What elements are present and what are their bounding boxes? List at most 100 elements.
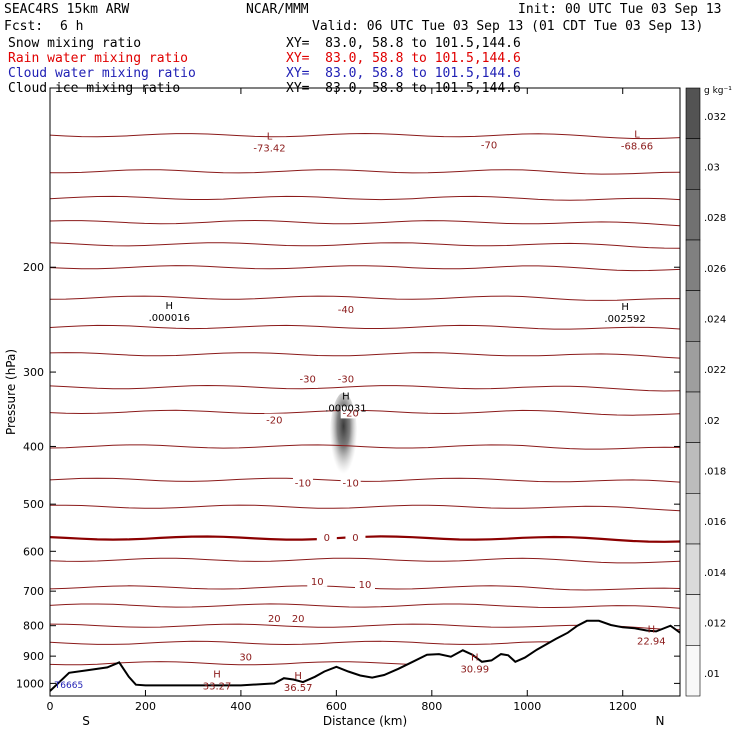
extremum-marker: H — [342, 391, 350, 402]
x-axis-label: Distance (km) — [323, 714, 407, 728]
isotherm-line — [50, 477, 680, 483]
contour-label-bg — [345, 531, 366, 544]
colorbar-segment — [685, 341, 701, 393]
contour-label-bg — [288, 612, 309, 625]
colorbar-tick-label: .03 — [704, 163, 720, 174]
colorbar-tick-label: .028 — [704, 213, 726, 224]
contour-label-bg — [355, 578, 375, 591]
isotherm-line — [50, 603, 680, 609]
x-tick-label: 1000 — [513, 700, 541, 713]
colorbar-segment — [685, 594, 701, 646]
extremum-value: .000031 — [325, 403, 366, 414]
contour-label-bg — [340, 476, 361, 489]
y-tick-label: 700 — [23, 585, 44, 598]
field-name-cloud-water: Cloud water mixing ratio — [8, 66, 196, 81]
isotherm-line — [50, 557, 680, 564]
isotherm-line — [50, 132, 680, 140]
contour-label-bg — [335, 303, 356, 316]
isotherm-line — [50, 195, 680, 201]
extremum-marker: H — [621, 302, 629, 313]
contour-label: -30 — [338, 375, 354, 386]
contour-label-bg — [340, 406, 361, 419]
colorbar-segment — [685, 442, 701, 494]
colorbar-tick-label: .026 — [704, 264, 726, 275]
colorbar-units: g kg⁻¹ — [704, 86, 732, 96]
extremum-value: 22.94 — [637, 637, 666, 648]
colorbar-segment — [685, 493, 701, 545]
colorbar-tick-label: .016 — [704, 517, 726, 528]
isotherm-line — [50, 352, 680, 359]
field-xy-rain: XY= 83.0, 58.8 to 101.5,144.6 — [286, 51, 521, 66]
extremum-value: -68.66 — [621, 141, 653, 152]
contour-label: 20 — [268, 614, 281, 625]
field-name-rain: Rain water mixing ratio — [8, 51, 189, 66]
extremum-marker: L — [634, 129, 640, 140]
isotherm-line — [50, 324, 680, 330]
y-axis-label: Pressure (hPa) — [4, 349, 18, 435]
center-title: NCAR/MMM — [246, 2, 309, 17]
contour-label: 10 — [359, 580, 372, 591]
contour-label: -20 — [343, 408, 359, 419]
isotherm-line — [50, 409, 680, 416]
colorbar-tick-label: .032 — [704, 112, 726, 123]
init-time: Init: 00 UTC Tue 03 Sep 13 — [518, 2, 722, 17]
extremum-value: -73.42 — [253, 144, 285, 155]
colorbar-tick-label: .014 — [704, 568, 726, 579]
x-tick-label: 0 — [47, 700, 54, 713]
valid-time: Valid: 06 UTC Tue 03 Sep 13 (01 CDT Tue … — [312, 19, 704, 34]
y-tick-label: 600 — [23, 545, 44, 558]
y-tick-label: 500 — [23, 498, 44, 511]
extremum-value: .002592 — [604, 314, 645, 325]
y-tick-label: 200 — [23, 261, 44, 274]
field-xy-cloud-water: XY= 83.0, 58.8 to 101.5,144.6 — [286, 66, 521, 81]
contour-label-bg — [264, 413, 285, 426]
extremum-marker: H — [213, 669, 221, 680]
plot-frame — [49, 87, 681, 697]
colorbar-segment — [685, 645, 701, 697]
colorbar-tick-label: .01 — [704, 669, 720, 680]
y-tick-label: 300 — [23, 366, 44, 379]
contour-label: 30 — [239, 653, 252, 664]
isotherm-line — [50, 444, 680, 450]
colorbar-tick-label: .018 — [704, 467, 726, 478]
contour-label: 0 — [324, 533, 330, 544]
contour-label-bg — [307, 574, 328, 587]
colorbar-segment — [685, 543, 701, 595]
contour-label: 0 — [352, 533, 358, 544]
isotherm-line — [50, 169, 680, 175]
x-tick-label: 1200 — [609, 700, 637, 713]
model-title: SEAC4RS 15km ARW — [4, 2, 130, 17]
extremum-value: 30.99 — [460, 665, 489, 676]
x-tick-label: 200 — [135, 700, 156, 713]
colorbar-segment — [685, 239, 701, 291]
contour-label-bg — [335, 372, 356, 385]
terrain-line — [50, 619, 680, 692]
contour-label: -70 — [481, 141, 497, 152]
y-tick-label: 900 — [23, 650, 44, 663]
field-xy-snow: XY= 83.0, 58.8 to 101.5,144.6 — [286, 36, 521, 51]
fcst-label: Fcst: — [4, 19, 44, 34]
extremum-marker: H — [166, 301, 174, 312]
isotherm-line — [50, 384, 680, 392]
isotherm-line — [50, 265, 680, 272]
colorbar-tick-label: .02 — [704, 416, 720, 427]
contour-label-bg — [479, 138, 500, 151]
colorbar-segment — [685, 138, 701, 190]
contour-label: -10 — [343, 479, 359, 490]
colorbar-tick-label: .024 — [704, 315, 726, 326]
corner-label: T6665 — [54, 681, 83, 691]
y-tick-label: 1000 — [16, 677, 44, 690]
contour-label: 10 — [311, 577, 324, 588]
colorbar-segment — [685, 391, 701, 443]
contour-label-bg — [316, 531, 337, 544]
north-label: N — [656, 714, 665, 728]
colorbar-tick-label: .012 — [704, 619, 726, 630]
terrain-fill — [50, 620, 680, 696]
colorbar-segment — [685, 87, 701, 139]
colorbar-segment — [685, 189, 701, 241]
y-tick-label: 800 — [23, 620, 44, 633]
isotherm-line — [50, 219, 680, 227]
contour-label-bg — [297, 372, 318, 385]
contour-label: -10 — [295, 479, 311, 490]
